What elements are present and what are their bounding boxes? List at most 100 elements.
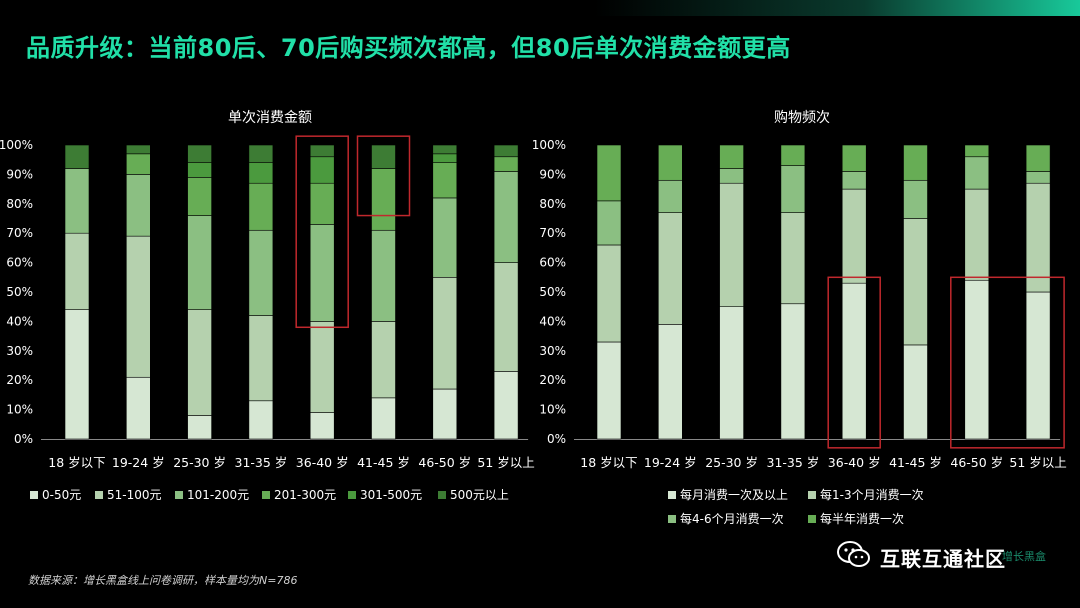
y-tick-label: 40% — [539, 314, 566, 328]
watermark-text: 互联互通社区 — [880, 546, 1006, 571]
x-tick-label: 41-45 岁 — [889, 455, 942, 470]
y-tick-label: 20% — [6, 373, 33, 387]
bar-segment — [248, 400, 274, 440]
top-accent-bar — [0, 0, 1080, 16]
y-tick-label: 0% — [547, 432, 566, 446]
legend-swatch — [95, 491, 103, 499]
bar-segment — [493, 171, 519, 263]
y-tick-label: 30% — [6, 344, 33, 358]
bar-segment — [64, 144, 90, 169]
bar-segment — [126, 376, 151, 440]
bar-segment — [719, 182, 744, 308]
bar-segment — [248, 162, 274, 184]
legend-label: 301-500元 — [360, 488, 422, 502]
y-tick-label: 10% — [6, 403, 33, 417]
highlight-box — [827, 276, 881, 449]
bar-segment — [493, 144, 519, 158]
bar-segment — [903, 344, 928, 440]
bar-segment — [371, 144, 396, 169]
legend-label: 每4-6个月消费一次 — [680, 511, 784, 526]
x-tick-label: 19-24 岁 — [112, 455, 165, 470]
legend-swatch — [668, 491, 676, 499]
watermark: 互联互通社区 — [836, 540, 1006, 574]
bar-segment — [780, 165, 806, 213]
y-tick-label: 80% — [539, 197, 566, 211]
bar-segment — [964, 279, 990, 440]
bar-segment — [657, 144, 683, 181]
bar-segment — [1025, 144, 1051, 172]
highlight-box — [295, 135, 349, 329]
y-tick-label: 30% — [539, 344, 566, 358]
bar-segment — [64, 232, 90, 310]
y-tick-label: 10% — [539, 403, 566, 417]
y-tick-label: 40% — [6, 314, 33, 328]
bar-segment — [126, 174, 151, 237]
bar-segment — [1025, 171, 1051, 184]
bar-segment — [903, 144, 928, 181]
legend-label: 每半年消费一次 — [820, 511, 904, 526]
highlight-box — [356, 135, 411, 217]
page-title: 品质升级：当前80后、70后购买频次都高，但80后单次消费金额更高 — [26, 34, 791, 62]
bar-segment — [596, 144, 622, 202]
bar-segment — [309, 321, 335, 413]
chart-title-1: 购物频次 — [774, 110, 830, 126]
bar-segment — [248, 229, 274, 316]
bar-segment — [596, 200, 622, 246]
y-tick-label: 90% — [6, 167, 33, 181]
bar-segment — [432, 197, 458, 278]
bar-segment — [432, 276, 458, 390]
bar-segment — [719, 306, 744, 440]
bar-segment — [719, 168, 744, 184]
x-tick-label: 51 岁以上 — [477, 455, 534, 470]
bar-segment — [493, 262, 519, 372]
legend-label: 51-100元 — [107, 488, 162, 502]
bar-segment — [841, 171, 867, 190]
x-tick-label: 36-40 岁 — [828, 455, 881, 470]
bar-segment — [657, 212, 683, 325]
bar-segment — [309, 412, 335, 440]
legend-swatch — [808, 491, 816, 499]
x-tick-label: 19-24 岁 — [644, 455, 697, 470]
x-tick-label: 25-30 岁 — [705, 455, 758, 470]
bar-segment — [780, 212, 806, 305]
bar-segment — [964, 144, 990, 158]
legend-swatch — [175, 491, 183, 499]
y-tick-label: 100% — [0, 138, 33, 152]
legend-swatch — [668, 515, 676, 523]
bar-segment — [187, 415, 212, 440]
y-tick-label: 100% — [532, 138, 566, 152]
bar-segment — [596, 341, 622, 440]
highlight-box — [950, 276, 1065, 449]
bar-segment — [371, 321, 396, 399]
x-tick-label: 18 岁以下 — [48, 455, 105, 470]
bar-segment — [248, 315, 274, 402]
y-tick-label: 70% — [6, 226, 33, 240]
x-tick-label: 36-40 岁 — [296, 455, 349, 470]
y-tick-label: 90% — [539, 167, 566, 181]
bar-segment — [1025, 291, 1051, 440]
bar-segment — [657, 324, 683, 440]
legend-swatch — [30, 491, 38, 499]
bar-segment — [841, 144, 867, 172]
x-tick-label: 25-30 岁 — [173, 455, 226, 470]
bar-segment — [309, 144, 335, 158]
bar-segment — [432, 162, 458, 199]
bar-segment — [126, 153, 151, 175]
bar-segment — [187, 144, 212, 163]
bar-segment — [126, 144, 151, 155]
chart-title-0: 单次消费金额 — [228, 110, 312, 126]
bar-segment — [596, 244, 622, 343]
y-tick-label: 20% — [539, 373, 566, 387]
bar-segment — [719, 144, 744, 169]
bar-segment — [248, 182, 274, 231]
bar-segment — [903, 218, 928, 346]
y-tick-label: 50% — [6, 285, 33, 299]
bar-segment — [126, 235, 151, 378]
legend-label: 101-200元 — [187, 488, 249, 502]
legend-swatch — [808, 515, 816, 523]
x-tick-label: 51 岁以上 — [1009, 455, 1066, 470]
bar-segment — [187, 162, 212, 178]
wechat-icon — [836, 540, 872, 574]
bar-segment — [187, 309, 212, 416]
